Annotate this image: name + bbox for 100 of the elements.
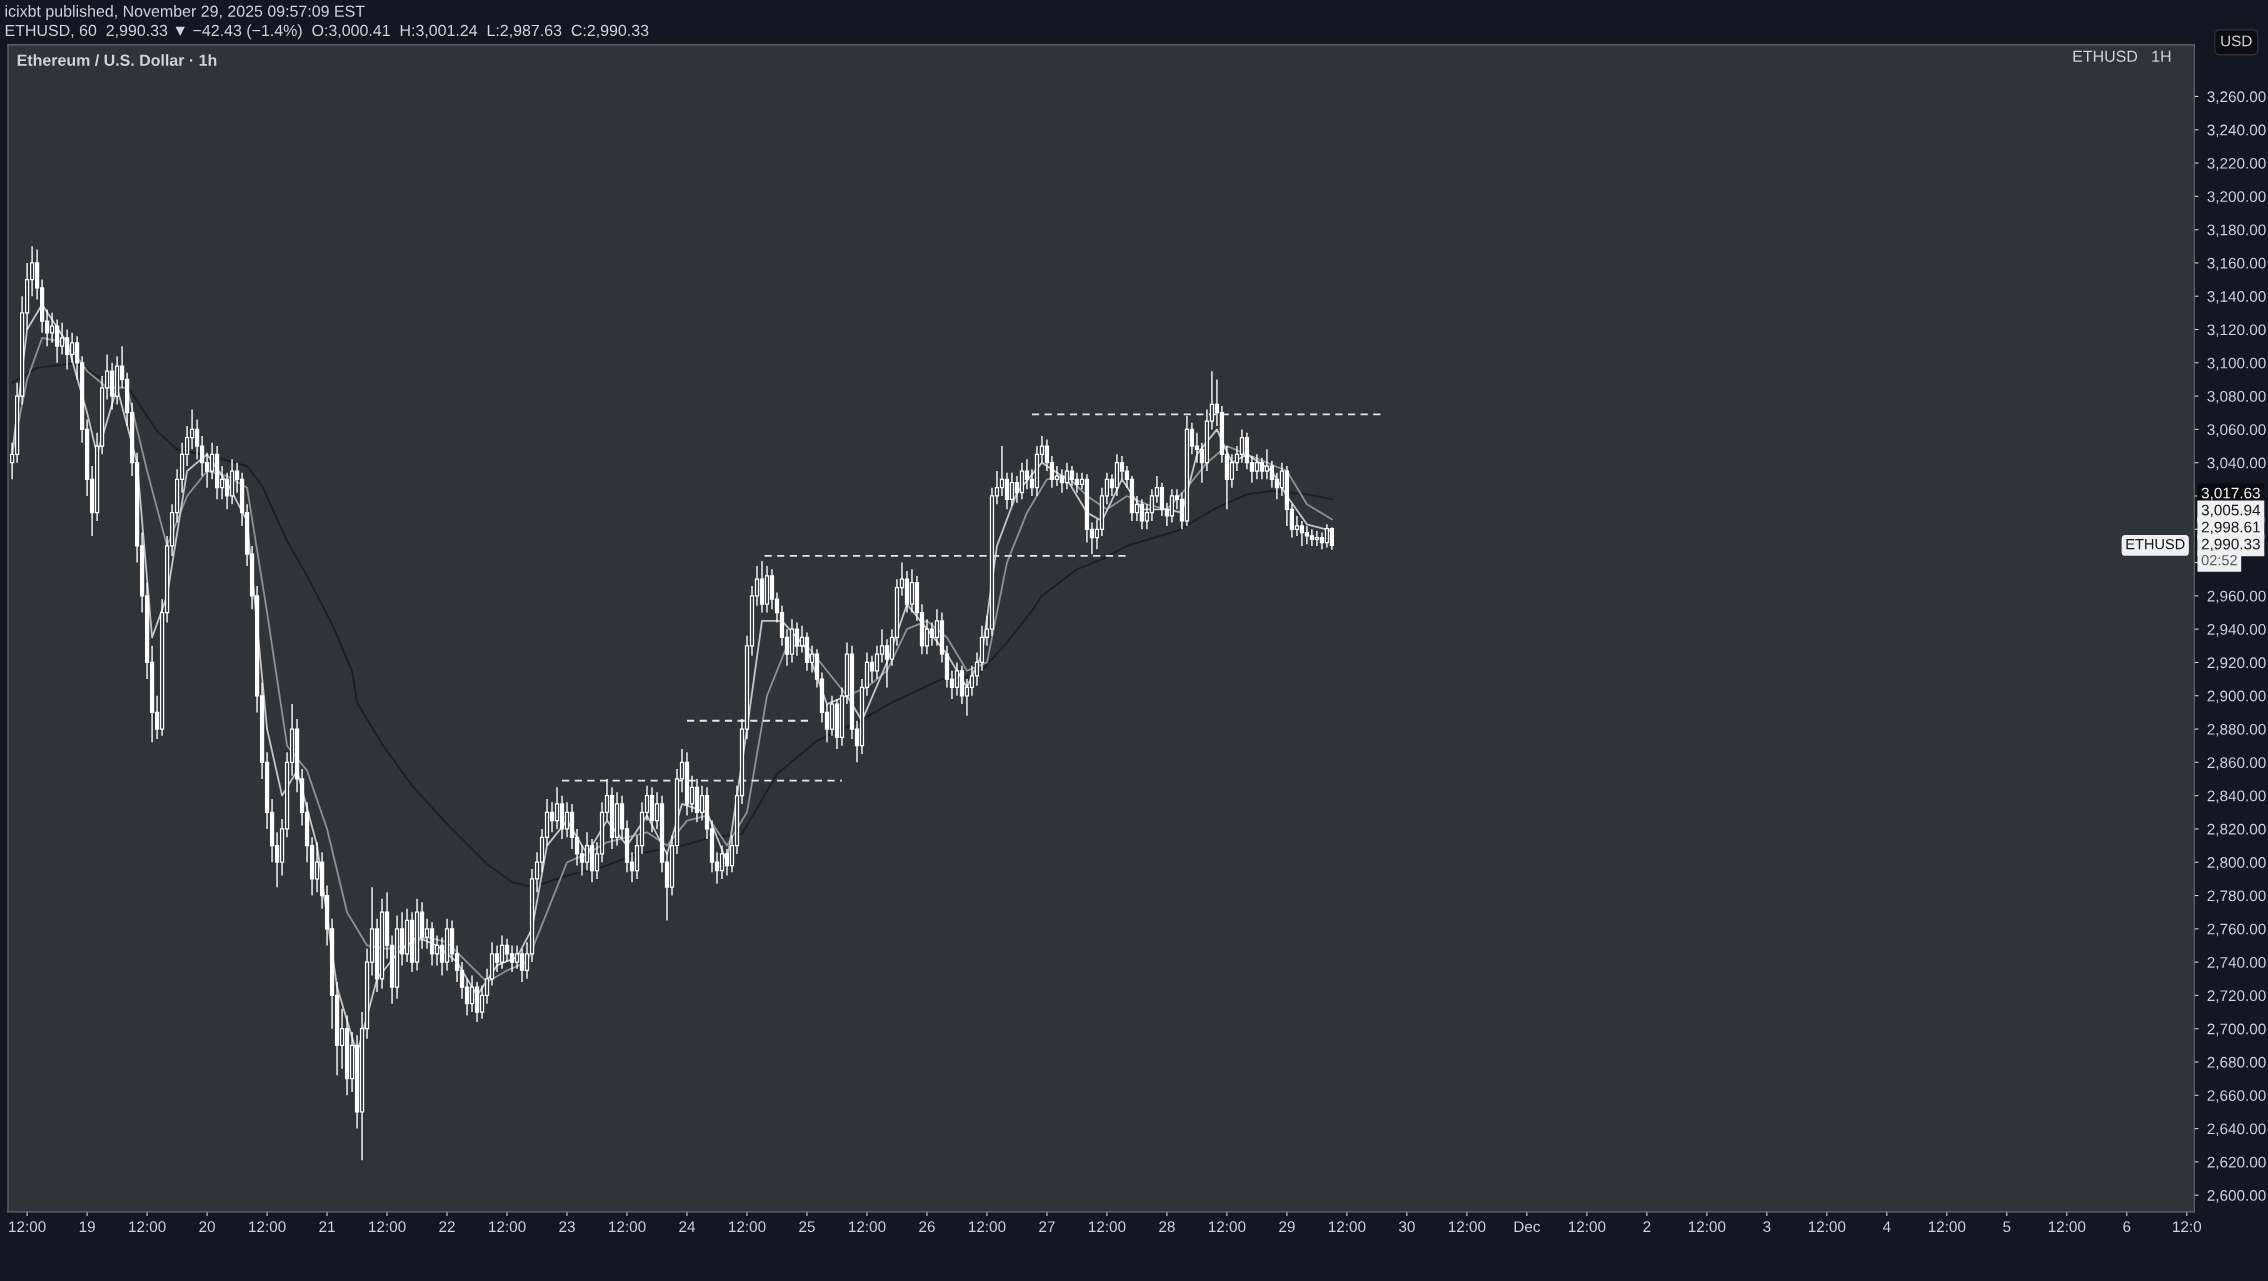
candlestick	[229, 458, 235, 506]
x-tick-label: 12:00	[849, 1221, 886, 1233]
candlestick	[999, 445, 1005, 497]
candlestick	[884, 638, 890, 689]
x-tick-label: 12:00	[1808, 1221, 1846, 1233]
x-tick-label: 12:00	[1328, 1221, 1366, 1233]
candlestick	[1329, 527, 1335, 551]
candlestick	[379, 898, 385, 990]
candlestick	[1184, 415, 1190, 527]
candlestick	[1314, 530, 1320, 547]
candlestick	[959, 665, 965, 705]
candlestick	[414, 898, 420, 972]
x-tick-label: 12:00	[1089, 1221, 1126, 1233]
candlestick	[564, 801, 570, 838]
candlestick	[1319, 531, 1325, 550]
candlestick	[1259, 456, 1265, 481]
annotation: ETHUSD 1H	[2073, 50, 2171, 62]
candlestick	[1084, 473, 1090, 544]
candlestick	[904, 570, 910, 614]
y-tick-label: 2,620.00	[2207, 1156, 2266, 1170]
candlestick	[804, 631, 810, 672]
x-tick-label: 29	[1279, 1221, 1295, 1233]
x-tick-label: 12:00	[9, 1221, 46, 1233]
candlestick	[514, 944, 520, 970]
y-tick-label: 3,240.00	[2207, 124, 2266, 138]
candlestick	[1229, 453, 1235, 489]
candlestick	[1194, 432, 1200, 464]
candlestick	[1139, 498, 1145, 530]
candlestick	[969, 665, 975, 697]
candlestick	[1074, 471, 1080, 494]
x-tick-label: 12:00	[969, 1221, 1006, 1233]
candlestick	[1034, 445, 1040, 497]
x-tick-label: 23	[559, 1221, 575, 1233]
y-tick-label: 2,600.00	[2207, 1190, 2266, 1203]
candlestick	[614, 791, 620, 847]
candlestick	[1169, 488, 1175, 524]
x-tick-label: 12:00	[1448, 1221, 1486, 1233]
candlestick	[214, 445, 220, 501]
candlestick	[649, 786, 655, 833]
x-tick-label: 24	[679, 1221, 696, 1232]
x-tick-label: 12:00	[489, 1221, 526, 1233]
y-tick-label: 3,200.00	[2207, 191, 2266, 204]
y-tick-label: 3,140.00	[2207, 291, 2266, 304]
y-tick-label: 2,720.00	[2207, 990, 2266, 1003]
x-tick-label: 12:00	[2048, 1221, 2086, 1233]
candlestick	[684, 751, 690, 817]
text: 2,990.33	[2201, 538, 2260, 552]
candlestick	[1309, 528, 1315, 547]
candlestick	[1064, 461, 1070, 491]
candlestick	[1114, 453, 1120, 497]
annotation: ETHUSD	[2126, 538, 2185, 550]
candlestick	[1004, 471, 1010, 510]
candlestick	[929, 621, 935, 647]
x-tick-label: 12:00	[1928, 1221, 1966, 1233]
candlestick	[719, 844, 725, 880]
text: 02:52	[2201, 554, 2237, 566]
candlestick	[1019, 461, 1025, 501]
candlestick	[314, 841, 320, 893]
chart-title: Ethereum / U.S. Dollar · 1h	[17, 54, 217, 67]
y-tick-label: 3,060.00	[2207, 424, 2266, 437]
candlestick	[469, 974, 475, 1013]
candlestick	[559, 794, 565, 840]
x-tick-label: 3	[1763, 1221, 1771, 1233]
x-tick-label: 19	[79, 1221, 95, 1233]
x-tick-label: 12:00	[729, 1221, 766, 1233]
y-tick-label: 2,760.00	[2207, 923, 2266, 937]
x-tick-label: 20	[199, 1221, 215, 1233]
y-tick-label: 3,180.00	[2207, 224, 2266, 238]
y-tick-label: 3,160.00	[2207, 257, 2266, 271]
x-tick-label: 26	[919, 1221, 935, 1233]
y-tick-label: 3,100.00	[2207, 357, 2266, 371]
text: USD	[2221, 35, 2252, 47]
candlestick	[1149, 488, 1155, 522]
y-tick-label: 2,940.00	[2207, 624, 2266, 637]
candlestick	[1204, 408, 1210, 472]
candlestick	[109, 362, 115, 411]
y-tick-label: 2,860.00	[2207, 757, 2266, 770]
candlestick	[444, 918, 450, 972]
x-tick-label: 21	[319, 1221, 335, 1232]
candlestick	[59, 322, 65, 356]
candlestick	[519, 948, 525, 983]
x-tick-label: 4	[1882, 1221, 1891, 1232]
x-tick-label: 12:00	[369, 1221, 406, 1233]
candlestick	[344, 1014, 350, 1096]
candlestick	[1254, 453, 1260, 481]
y-tick-label: 2,900.00	[2207, 690, 2266, 704]
candlestick	[404, 908, 410, 963]
candlestick	[589, 838, 595, 883]
candlestick	[194, 418, 200, 461]
candlestick	[69, 332, 75, 364]
candlestick	[499, 934, 505, 970]
candlestick	[554, 786, 560, 830]
candlestick	[1059, 468, 1065, 494]
y-tick-label: 3,120.00	[2207, 324, 2266, 337]
candlestick	[1244, 432, 1250, 471]
candlestick	[1069, 465, 1075, 487]
candlestick	[1054, 465, 1060, 487]
x-tick-label: 5	[2003, 1221, 2011, 1233]
candlestick	[1009, 471, 1015, 507]
candlestick	[1269, 460, 1275, 489]
